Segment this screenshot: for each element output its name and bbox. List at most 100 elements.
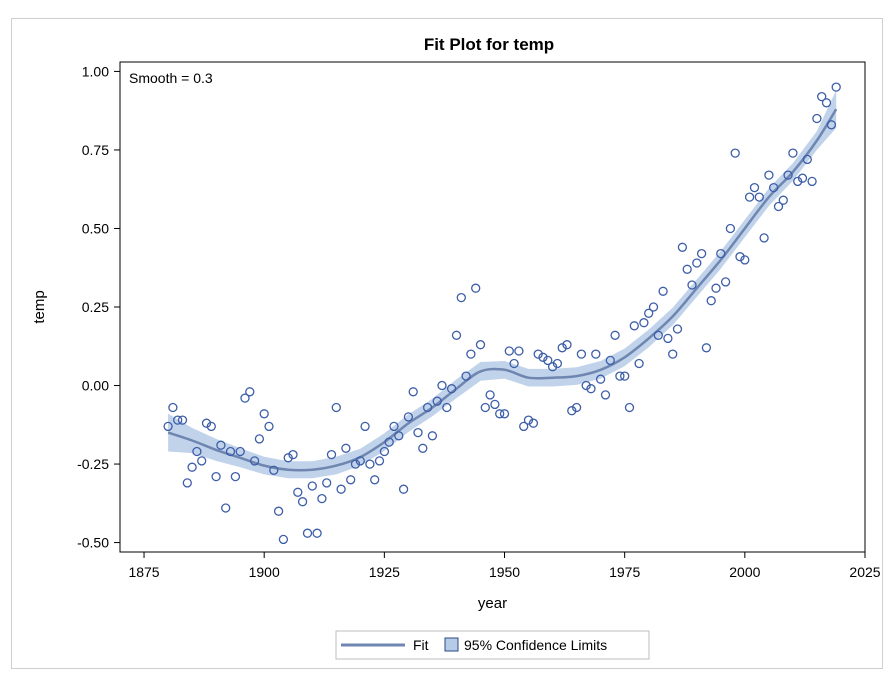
y-tick-label: 1.00 [82,63,109,79]
data-point [187,462,197,472]
y-axis: 1.00 0.75 0.50 0.25 0.00 -0.25 -0.50 [77,63,120,551]
plot-area [119,61,866,553]
data-point [764,170,774,180]
data-point [793,176,803,187]
data-point [394,431,404,441]
y-axis-label: temp [31,290,48,323]
data-point [615,371,625,381]
data-point [605,355,615,366]
legend-fit-label: Fit [413,637,429,653]
data-point [514,346,524,356]
data-point [384,437,394,447]
data-point [711,283,721,293]
data-point [706,296,716,306]
data-point [259,409,269,419]
data-point [624,402,635,413]
data-point [658,286,668,296]
data-point [778,195,788,205]
y-tick-label: 0.75 [82,142,109,158]
data-point [302,528,313,538]
data-point [437,380,447,391]
data-point [355,456,365,466]
data-point [341,443,351,453]
data-point [769,182,779,193]
data-point [254,434,265,444]
data-point [221,503,231,513]
data-point [197,456,207,466]
data-point [653,330,663,340]
data-point [427,431,438,441]
data-point [307,481,317,491]
data-point [177,415,188,425]
data-point [696,248,707,259]
data-point [538,352,548,362]
data-point [610,330,620,340]
data-point [374,456,385,466]
x-tick-label: 1975 [609,564,640,580]
y-tick-label: -0.50 [77,535,109,551]
data-point [629,321,639,331]
data-point [663,333,673,344]
data-point [346,475,356,485]
data-point [370,475,380,485]
data-point [692,258,702,268]
data-point [759,233,769,243]
data-point [475,340,486,350]
data-point [230,471,241,482]
data-point [288,449,298,460]
data-point [826,120,837,130]
data-point [773,201,784,212]
data-point [264,421,274,432]
data-point [408,387,418,397]
x-axis-label: year [478,595,507,612]
data-point [451,330,462,340]
data-point [163,421,173,432]
data-point [283,453,293,463]
data-point [639,318,649,328]
data-point [576,349,587,359]
data-point [648,302,659,312]
data-point [504,346,514,356]
data-point [466,349,476,359]
x-tick-label: 2000 [729,564,760,580]
data-point [206,421,216,432]
data-point [235,446,245,457]
data-point [168,402,178,413]
data-point [509,358,519,369]
data-point [365,459,375,469]
data-point [432,396,442,406]
chart-title: Fit Plot for temp [424,35,554,54]
data-point [672,324,683,334]
data-point [807,176,817,187]
data-point [668,349,678,359]
data-point [418,443,428,453]
data-point [326,449,337,460]
data-point [422,402,433,413]
data-point [278,534,289,545]
data-point [413,427,423,438]
data-point [192,446,202,457]
legend-band-swatch [444,637,459,652]
data-point [519,421,529,432]
data-point [720,277,731,287]
x-tick-label: 1900 [249,564,280,580]
data-point [201,418,212,428]
data-point [456,292,466,303]
data-point [523,415,534,425]
data-point [471,283,481,293]
data-point [173,415,183,425]
data-point [317,493,327,504]
data-point [730,148,740,158]
data-point [225,446,236,457]
data-point [533,349,543,359]
data-point [744,192,755,202]
y-tick-label: -0.25 [77,456,109,472]
data-point [240,393,250,403]
data-point [783,170,793,180]
x-axis: 1875 1900 1925 1950 1975 2000 2025 [128,552,881,580]
data-point [182,478,192,488]
data-points [163,82,841,545]
data-point [322,478,332,488]
fit-line [167,108,838,472]
data-point [269,465,279,475]
